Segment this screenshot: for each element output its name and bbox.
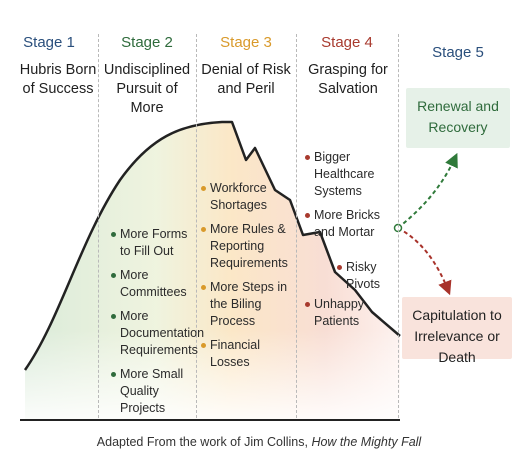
stage-2-bullets: More Forms to Fill Out More Committees M… [111, 226, 204, 424]
divider-1 [98, 34, 99, 418]
bullet-dot [201, 227, 206, 232]
list-item: Bigger Healthcare Systems [305, 149, 395, 200]
list-item: More Small Quality Projects [111, 366, 197, 417]
stage-2-title: Undisciplined Pursuit of More [103, 62, 191, 116]
bullet-dot [305, 155, 310, 160]
renewal-arrow [397, 152, 458, 229]
list-item: More Steps in the Biling Process [201, 279, 293, 330]
list-item: More Rules & Reporting Requirements [201, 221, 293, 272]
stage-4-risky-pivots: Risky Pivots [337, 259, 401, 300]
stage-1-label: Stage 1 [23, 34, 75, 51]
stage-3-bullets: Workforce Shortages More Rules & Reporti… [201, 180, 293, 378]
bullet-dot [201, 186, 206, 191]
bullet-dot [305, 213, 310, 218]
divider-4 [398, 34, 399, 418]
bullet-dot [201, 343, 206, 348]
footer-credit: Adapted From the work of Jim Collins, Ho… [0, 435, 518, 449]
divider-2 [196, 34, 197, 418]
list-item: Workforce Shortages [201, 180, 293, 214]
list-item: Unhappy Patients [305, 296, 385, 330]
stage-1-title: Hubris Born of Success [19, 62, 97, 97]
stage-4-bullets-bottom: Unhappy Patients [305, 296, 385, 337]
list-item: Financial Losses [201, 337, 293, 371]
bullet-dot [111, 314, 116, 319]
bullet-dot [201, 285, 206, 290]
footer-book-title: How the Mighty Fall [311, 435, 422, 449]
stage-4-label: Stage 4 [321, 34, 373, 51]
stage-4-title: Grasping for Salvation [308, 62, 388, 97]
bullet-dot [111, 273, 116, 278]
footer-prefix: Adapted From the work of Jim Collins, [96, 435, 312, 449]
list-item: More Committees [111, 267, 197, 301]
capitulation-arrow [397, 227, 452, 296]
list-item: Risky Pivots [337, 259, 401, 293]
bullet-dot [111, 232, 116, 237]
stage-4-bullets-top: Bigger Healthcare Systems More Bricks an… [305, 149, 395, 248]
divider-3 [296, 34, 297, 418]
stage-3-title: Denial of Risk and Peril [201, 62, 291, 97]
list-item: More Bricks and Mortar [305, 207, 395, 241]
bullet-dot [337, 265, 342, 270]
bullet-dot [305, 302, 310, 307]
curve-area-fade [20, 330, 410, 420]
renewal-box: Renewal and Recovery [406, 88, 510, 148]
stage-3-label: Stage 3 [220, 34, 272, 51]
list-item: More Forms to Fill Out [111, 226, 197, 260]
capitulation-box: Capitulation to Irrelevance or Death [402, 297, 512, 365]
list-item: More Documentation Requirements [111, 308, 204, 359]
decline-curve [23, 120, 401, 371]
bullet-dot [111, 372, 116, 377]
stage-5-label: Stage 5 [432, 44, 484, 61]
stage-2-label: Stage 2 [121, 34, 173, 51]
